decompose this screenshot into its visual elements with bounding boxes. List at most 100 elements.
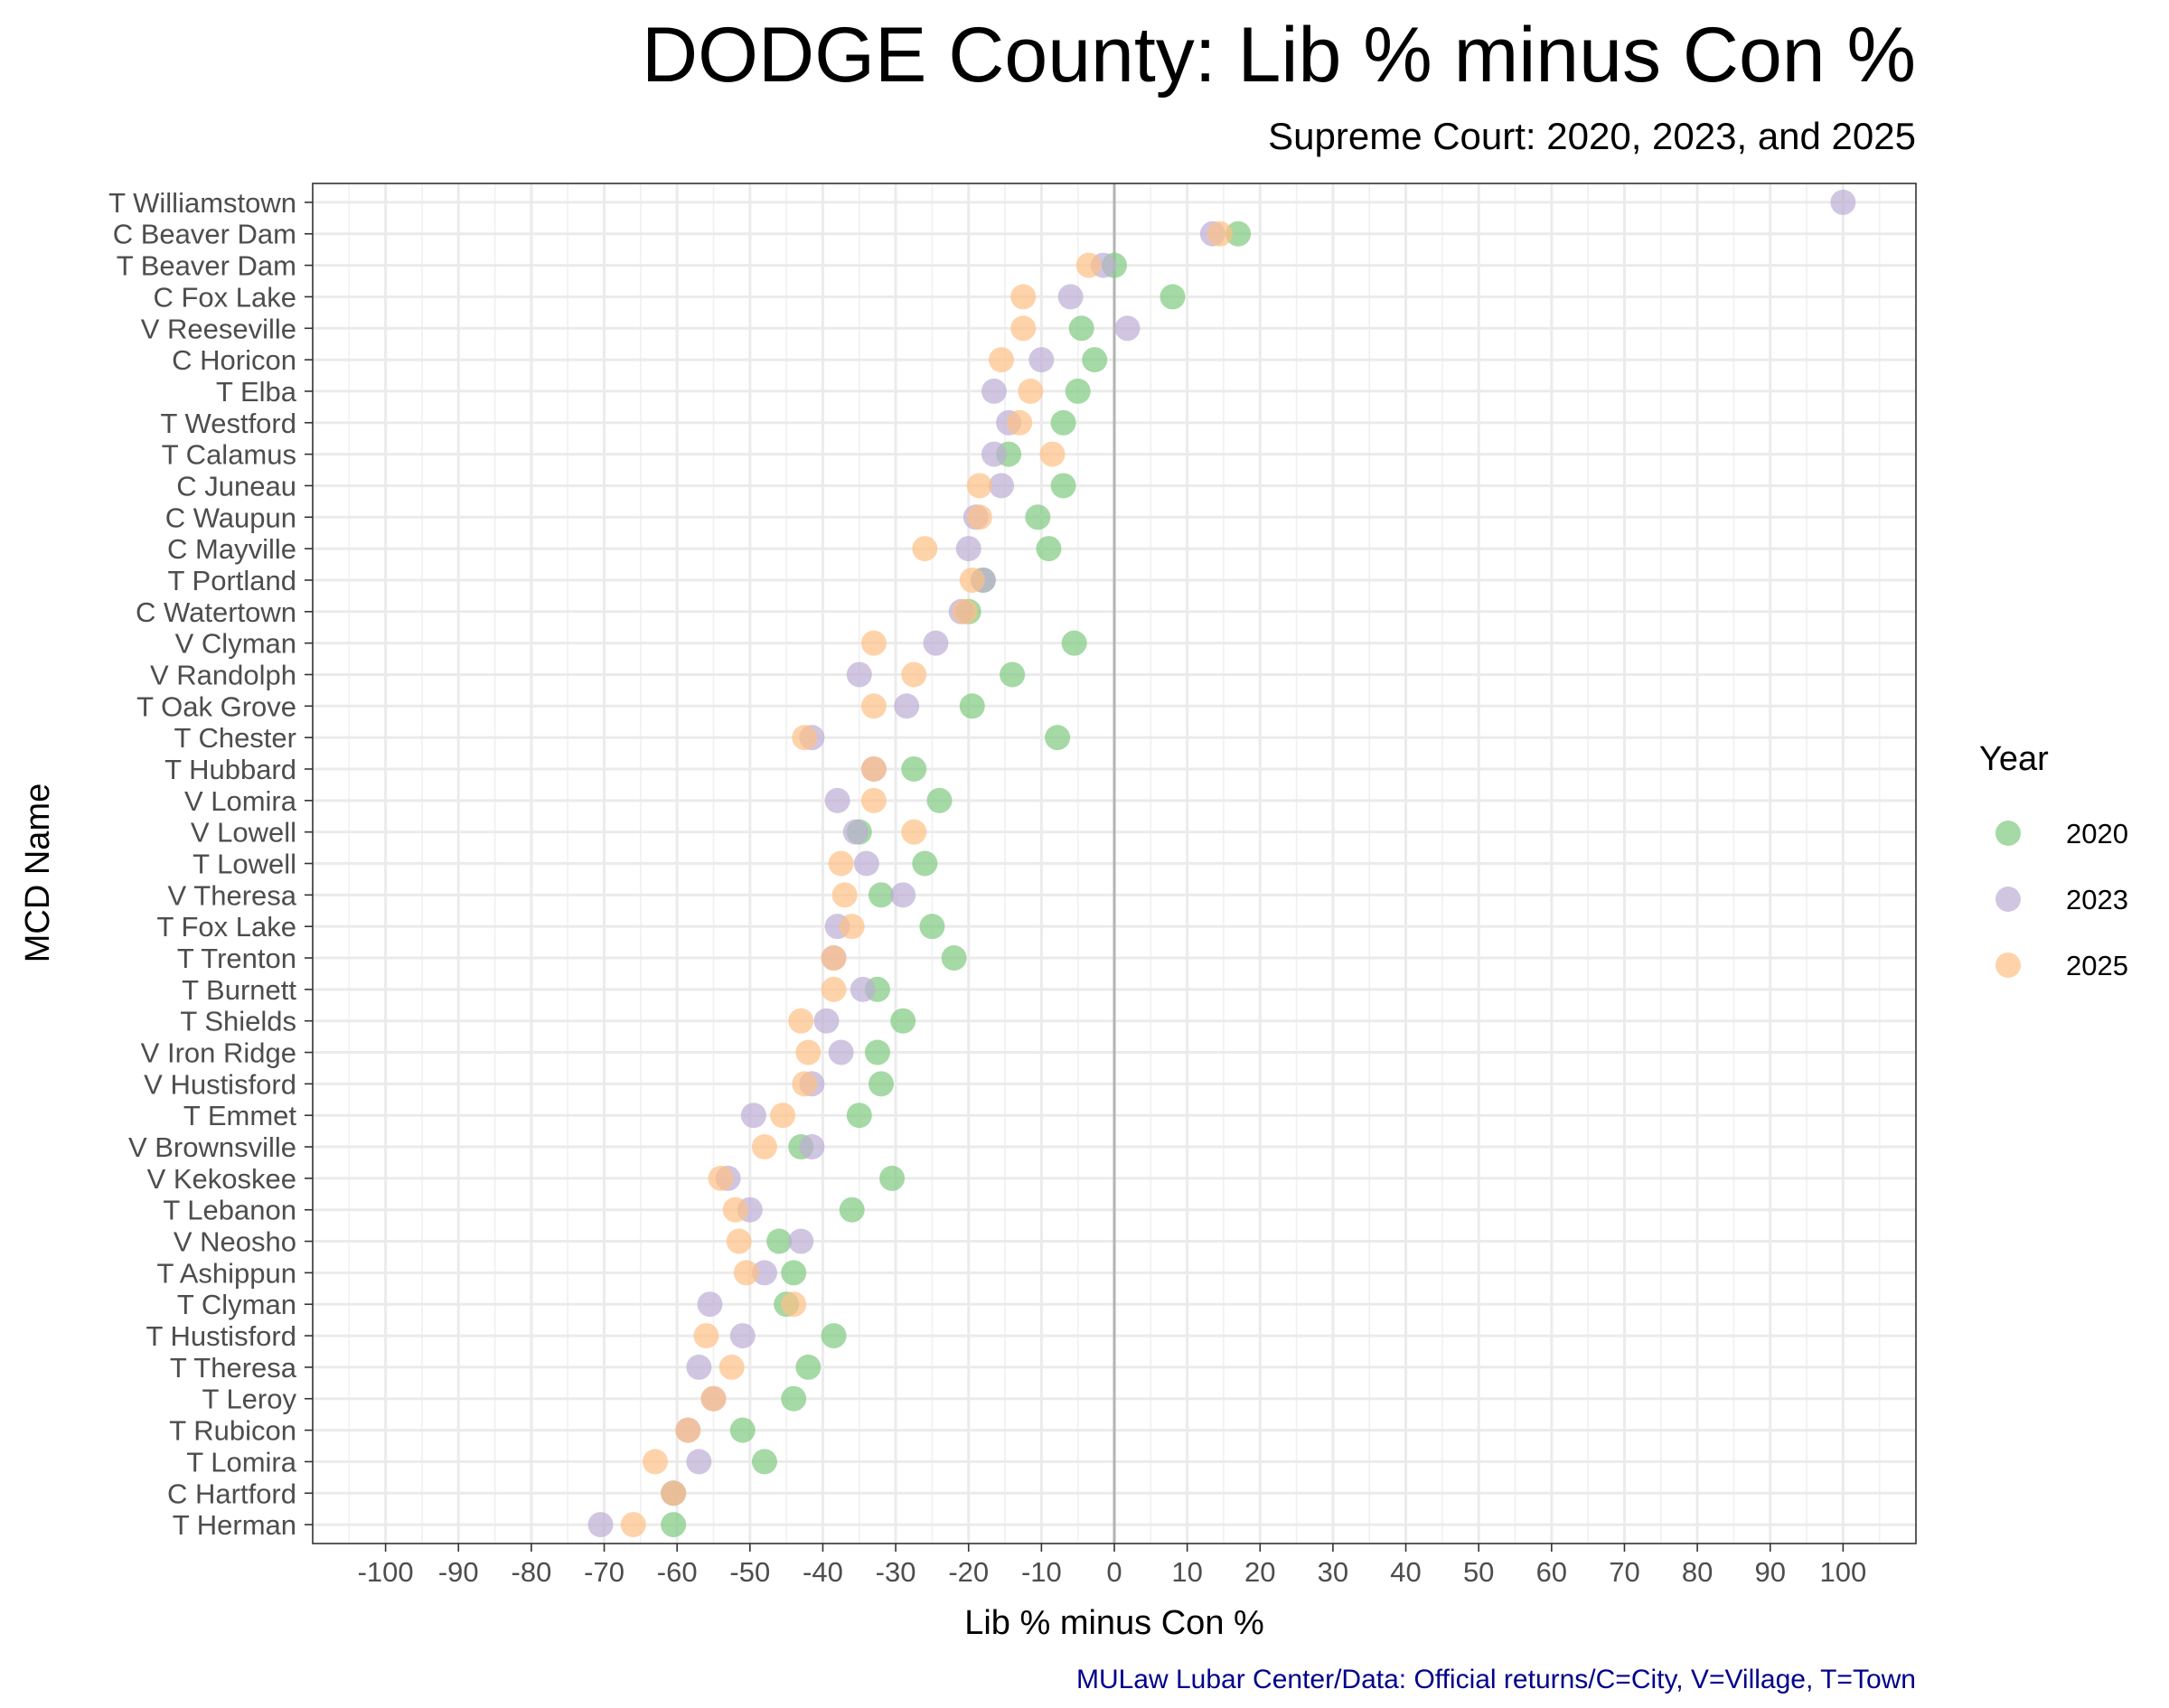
legend-key-2025: [1995, 953, 2021, 978]
legend: Year 2020 2023 2025: [1979, 740, 2128, 981]
x-tick-label: 80: [1682, 1556, 1713, 1588]
y-tick-label: T Leroy: [202, 1384, 296, 1415]
y-tick-label: T Lomira: [186, 1446, 297, 1478]
data-point-2020: [846, 1103, 872, 1129]
data-point-2023: [828, 1039, 854, 1065]
y-tick-label: C Watertown: [136, 596, 296, 628]
data-point-2023: [923, 630, 949, 656]
y-tick-label: V Lomira: [184, 785, 297, 817]
data-point-2020: [751, 1449, 777, 1475]
data-point-2020: [1065, 378, 1091, 404]
y-tick-label: V Hustisford: [144, 1068, 296, 1100]
data-point-2025: [831, 882, 858, 908]
data-point-2020: [919, 914, 945, 940]
y-tick-label: V Brownsville: [128, 1131, 296, 1163]
y-tick-label: V Theresa: [168, 879, 297, 911]
data-point-2020: [1050, 409, 1076, 436]
data-point-2023: [813, 1008, 840, 1034]
y-tick-label: T Elba: [216, 376, 297, 408]
data-point-2020: [766, 1228, 793, 1254]
x-tick-label: 10: [1171, 1556, 1202, 1588]
data-point-2023: [729, 1323, 756, 1349]
data-point-2023: [894, 693, 920, 719]
data-point-2025: [642, 1449, 668, 1475]
data-points: [587, 189, 1856, 1538]
data-point-2020: [868, 882, 894, 908]
data-point-2020: [1082, 347, 1108, 373]
data-point-2025: [693, 1323, 719, 1349]
y-tick-label: C Beaver Dam: [113, 219, 296, 250]
data-point-2025: [661, 1480, 687, 1506]
data-point-2020: [821, 1323, 847, 1349]
x-tick-label: 40: [1390, 1556, 1421, 1588]
data-point-2023: [686, 1354, 712, 1380]
data-point-2025: [1018, 378, 1044, 404]
data-point-2020: [879, 1165, 906, 1191]
x-tick-label: 70: [1609, 1556, 1639, 1588]
data-point-2020: [864, 1039, 890, 1065]
data-point-2023: [799, 1134, 825, 1160]
y-tick-label: V Clyman: [175, 628, 296, 660]
y-tick-label: T Westford: [161, 408, 296, 439]
chart-title: DODGE County: Lib % minus Con %: [642, 12, 1916, 99]
data-point-2020: [781, 1260, 807, 1286]
data-point-2020: [959, 693, 985, 719]
data-point-2025: [792, 725, 818, 751]
x-tick-label: -20: [948, 1556, 989, 1588]
data-point-2025: [828, 850, 854, 877]
data-point-2020: [839, 1197, 865, 1223]
data-point-2020: [1050, 473, 1076, 499]
x-tick-label: 50: [1463, 1556, 1494, 1588]
data-point-2023: [1114, 315, 1141, 342]
y-tick-label: T Trenton: [177, 943, 296, 974]
y-tick-label: T Shields: [180, 1006, 296, 1037]
data-point-2025: [781, 1291, 807, 1318]
y-tick-label: C Horicon: [172, 344, 296, 376]
chart-subtitle: Supreme Court: 2020, 2023, and 2025: [1268, 115, 1916, 157]
x-axis-ticks: -100 -90 -80 -70 -60 -50 -40 -30 -20 -10 0 10 20 30 40…: [358, 1544, 1866, 1588]
data-point-2025: [700, 1385, 727, 1412]
data-point-2025: [733, 1260, 759, 1286]
y-axis-title: MCD Name: [19, 784, 57, 962]
data-point-2025: [1010, 284, 1037, 310]
data-point-2023: [853, 850, 879, 877]
y-tick-label: V Reeseville: [141, 313, 296, 344]
data-point-2025: [966, 473, 992, 499]
y-tick-label: C Mayville: [167, 533, 296, 565]
y-tick-label: C Waupun: [165, 502, 296, 533]
y-tick-label: V Iron Ridge: [141, 1037, 296, 1069]
y-tick-label: T Williamstown: [108, 187, 296, 219]
data-point-2023: [890, 882, 916, 908]
data-point-2020: [795, 1354, 822, 1380]
data-point-2025: [675, 1417, 701, 1443]
data-point-2020: [926, 787, 953, 813]
x-tick-label: -60: [657, 1556, 698, 1588]
data-point-2025: [722, 1197, 748, 1223]
plot-panel: [312, 183, 1917, 1544]
y-tick-label: T Chester: [174, 722, 296, 754]
y-tick-label: T Lowell: [192, 849, 296, 880]
y-tick-label: V Kekoskee: [147, 1163, 296, 1195]
y-tick-label: T Beaver Dam: [117, 250, 296, 282]
y-tick-label: V Neosho: [174, 1226, 296, 1258]
data-point-2025: [966, 504, 992, 530]
x-tick-label: 60: [1536, 1556, 1567, 1588]
data-point-2023: [989, 473, 1015, 499]
y-tick-label: T Rubicon: [169, 1415, 296, 1447]
y-tick-label: V Randolph: [150, 659, 296, 690]
data-point-2023: [850, 976, 876, 1002]
data-point-2020: [729, 1417, 756, 1443]
x-tick-label: -70: [584, 1556, 624, 1588]
data-point-2023: [955, 536, 981, 562]
data-point-2025: [726, 1228, 752, 1254]
x-tick-label: -30: [876, 1556, 916, 1588]
data-point-2025: [860, 755, 887, 782]
x-tick-label: -50: [729, 1556, 770, 1588]
data-point-2020: [1036, 536, 1062, 562]
data-point-2020: [1045, 725, 1071, 751]
data-point-2020: [661, 1512, 687, 1538]
data-point-2023: [697, 1291, 723, 1318]
legend-label-2020: 2020: [2066, 818, 2128, 849]
